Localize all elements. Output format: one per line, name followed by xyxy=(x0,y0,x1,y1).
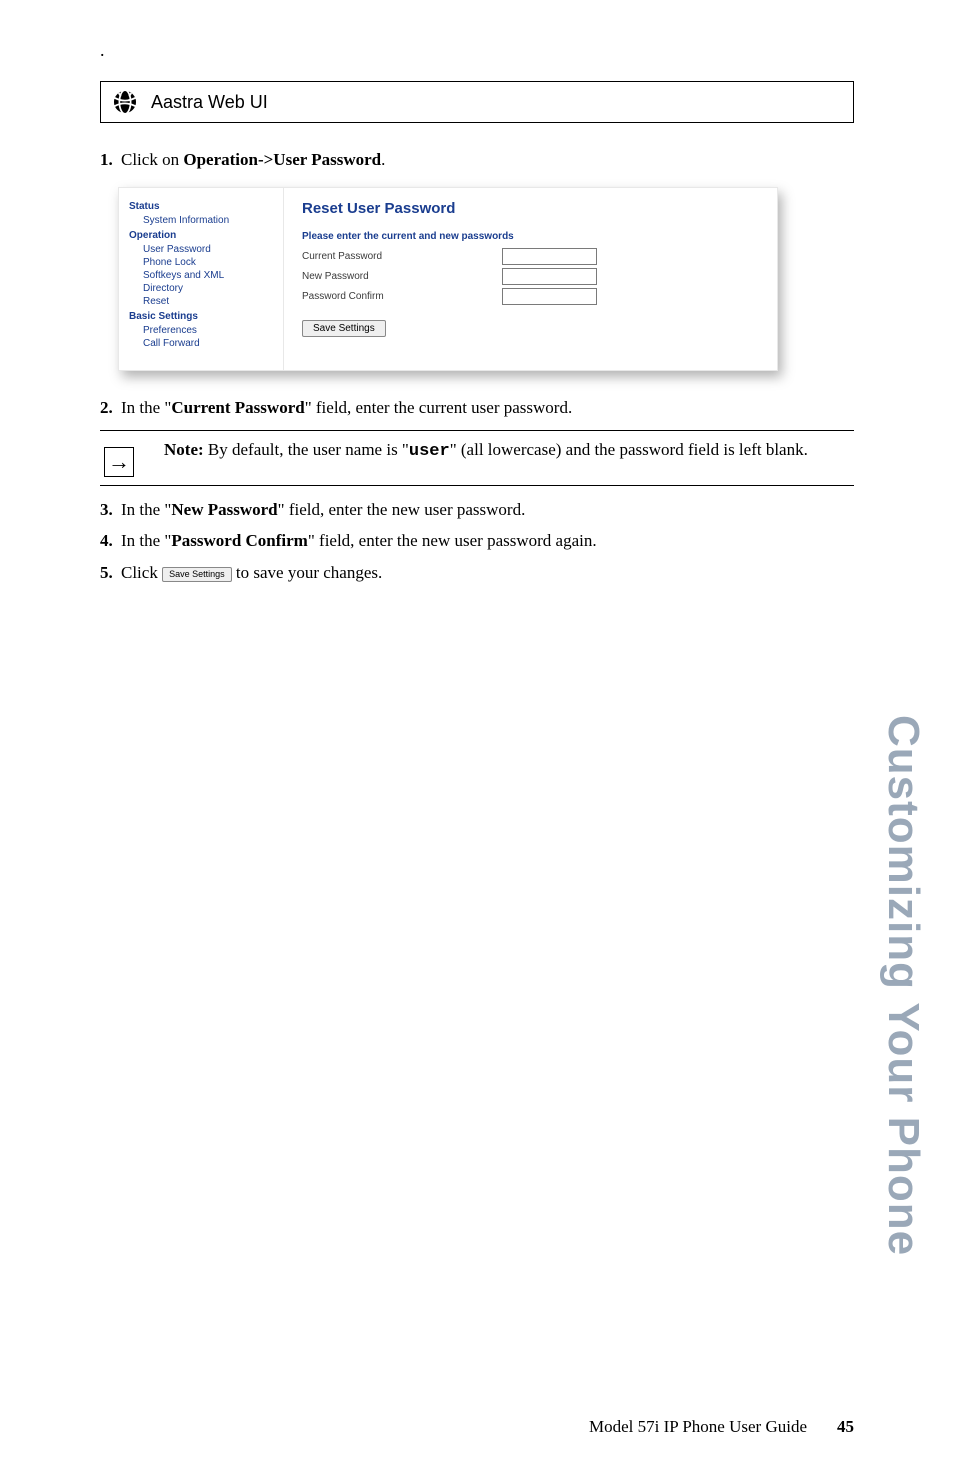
arrow-right-icon: → xyxy=(108,451,130,473)
step-1: 1. Click on Operation->User Password. xyxy=(100,148,854,172)
content-panel: Reset User Password Please enter the cur… xyxy=(284,188,777,370)
note-block: → Note: By default, the user name is "us… xyxy=(100,430,854,486)
form-row-current: Current Password xyxy=(302,248,759,265)
sidebar-item-reset[interactable]: Reset xyxy=(129,295,275,308)
inline-save-settings-button: Save Settings xyxy=(162,567,232,582)
sidebar-heading-operation: Operation xyxy=(129,230,275,241)
input-new-password[interactable] xyxy=(502,268,597,285)
section-header: Aastra Web UI xyxy=(100,81,854,123)
step-3-num: 3. xyxy=(100,500,113,519)
step-1-pre: Click on xyxy=(121,150,183,169)
sidebar-item-system-information[interactable]: System Information xyxy=(129,214,275,227)
step-4-t1: In the " xyxy=(121,531,171,550)
input-password-confirm[interactable] xyxy=(502,288,597,305)
step-2-num: 2. xyxy=(100,398,113,417)
label-new-password: New Password xyxy=(302,271,502,282)
sidebar-item-phone-lock[interactable]: Phone Lock xyxy=(129,256,275,269)
page-number: 45 xyxy=(837,1417,854,1437)
note-label: Note: xyxy=(164,440,204,459)
step-5-t1: Click xyxy=(121,563,162,582)
label-current-password: Current Password xyxy=(302,251,502,262)
step-5-num: 5. xyxy=(100,563,113,582)
step-4: 4. In the "Password Confirm" field, ente… xyxy=(100,529,854,553)
step-2: 2. In the "Current Password" field, ente… xyxy=(100,396,854,420)
panel-instruction: Please enter the current and new passwor… xyxy=(302,231,759,242)
step-5-t2: to save your changes. xyxy=(232,563,383,582)
footer-text: Model 57i IP Phone User Guide xyxy=(589,1417,807,1437)
step-4-t2: " field, enter the new user password aga… xyxy=(308,531,597,550)
note-t2: " (all lowercase) and the password field… xyxy=(450,440,808,459)
footer: Model 57i IP Phone User Guide 45 xyxy=(589,1417,854,1437)
vertical-section-title: Customizing Your Phone xyxy=(878,715,928,1256)
form-row-new: New Password xyxy=(302,268,759,285)
step-3-t1: In the " xyxy=(121,500,171,519)
step-1-num: 1. xyxy=(100,150,113,169)
sidebar-item-softkeys-xml[interactable]: Softkeys and XML xyxy=(129,269,275,282)
globe-icon xyxy=(111,88,139,116)
note-text: Note: By default, the user name is "user… xyxy=(164,439,848,464)
step-3-b1: New Password xyxy=(171,500,277,519)
label-password-confirm: Password Confirm xyxy=(302,291,502,302)
step-3: 3. In the "New Password" field, enter th… xyxy=(100,498,854,522)
step-4-b1: Password Confirm xyxy=(171,531,307,550)
section-title: Aastra Web UI xyxy=(151,92,268,113)
step-1-bold: Operation->User Password xyxy=(183,150,381,169)
sidebar: Status System Information Operation User… xyxy=(119,188,284,370)
web-ui-screenshot: Status System Information Operation User… xyxy=(118,187,778,371)
step-3-t2: " field, enter the new user password. xyxy=(278,500,526,519)
stray-dot: . xyxy=(100,40,854,61)
sidebar-item-user-password[interactable]: User Password xyxy=(129,243,275,256)
sidebar-heading-status: Status xyxy=(129,201,275,212)
step-4-num: 4. xyxy=(100,531,113,550)
sidebar-heading-basic-settings: Basic Settings xyxy=(129,311,275,322)
sidebar-item-directory[interactable]: Directory xyxy=(129,282,275,295)
sidebar-item-preferences[interactable]: Preferences xyxy=(129,324,275,337)
note-t1: By default, the user name is " xyxy=(204,440,409,459)
form-row-confirm: Password Confirm xyxy=(302,288,759,305)
note-icon-box: → xyxy=(104,447,134,477)
step-2-t2: " field, enter the current user password… xyxy=(305,398,573,417)
note-mono: user xyxy=(409,442,450,461)
step-5: 5. Click Save Settings to save your chan… xyxy=(100,561,854,585)
step-2-b1: Current Password xyxy=(171,398,304,417)
step-1-post: . xyxy=(381,150,385,169)
step-2-t1: In the " xyxy=(121,398,171,417)
panel-title: Reset User Password xyxy=(302,200,759,217)
sidebar-item-call-forward[interactable]: Call Forward xyxy=(129,337,275,350)
input-current-password[interactable] xyxy=(502,248,597,265)
save-settings-button[interactable]: Save Settings xyxy=(302,320,386,337)
